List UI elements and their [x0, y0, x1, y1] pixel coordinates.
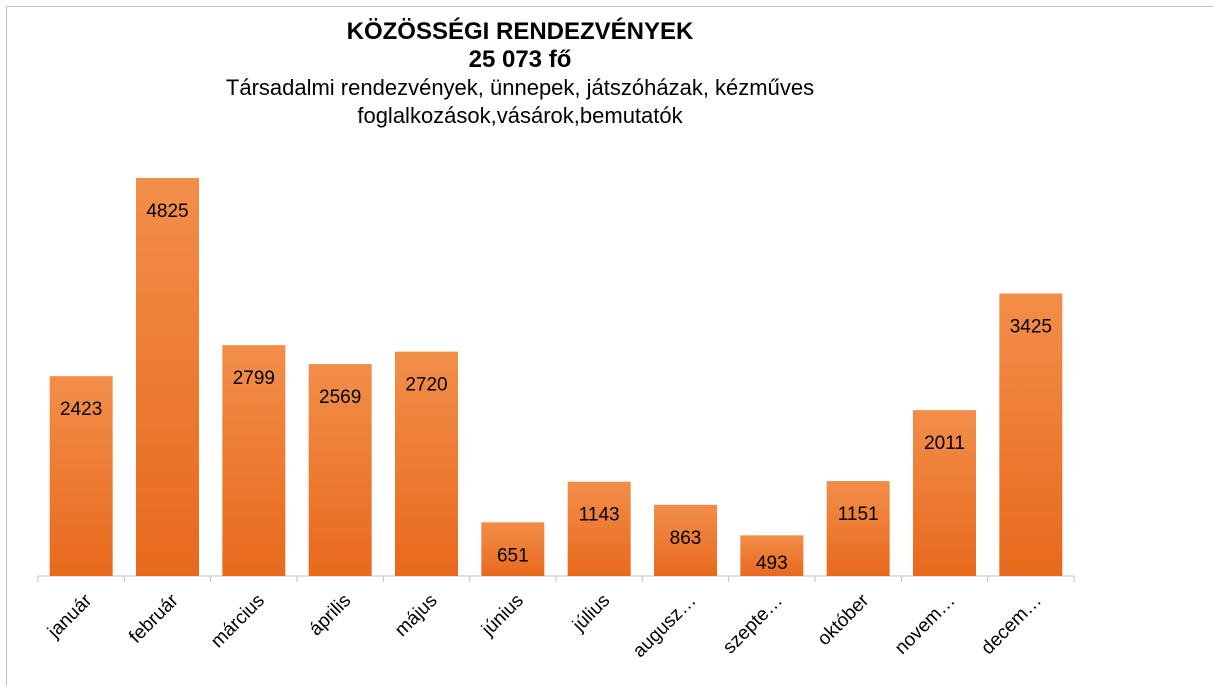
bar: [49, 376, 113, 576]
x-tick-label: január: [43, 590, 96, 643]
bar: [999, 293, 1063, 576]
x-tick-label: június: [477, 590, 528, 641]
chart-title: KÖZÖSSÉGI RENDEZVÉNYEK: [346, 18, 694, 45]
bar: [826, 481, 890, 576]
x-tick-label: február: [125, 590, 183, 648]
x-tick-label: július: [568, 590, 614, 636]
bar: [654, 504, 717, 576]
data-label: 651: [497, 545, 529, 566]
data-label: 2720: [405, 375, 447, 396]
x-tick-label: május: [391, 590, 442, 641]
chart-description: Társadalmi rendezvények, ünnepek, játszó…: [225, 75, 815, 128]
x-tick-label: augusz…: [629, 590, 701, 662]
bar: [308, 364, 372, 576]
bar: [222, 345, 286, 576]
x-tick-label: novem…: [891, 590, 960, 659]
bar: [395, 351, 458, 576]
x-tick-label: október: [814, 590, 874, 650]
bar: [567, 481, 631, 576]
frame: [6, 6, 1213, 686]
data-label: 3425: [1010, 316, 1052, 337]
data-label: 2423: [60, 399, 102, 420]
data-label: 1143: [579, 505, 620, 526]
chart-subtitle: 25 073 fő: [468, 46, 572, 73]
data-label: 4825: [146, 201, 188, 222]
data-label: 2569: [319, 387, 361, 408]
x-tick-label: április: [305, 590, 355, 640]
bar: [913, 410, 976, 576]
bar: [136, 178, 199, 576]
x-tick-label: szepte…: [719, 590, 787, 658]
header: KÖZÖSSÉGI RENDEZVÉNYEK 25 073 fő Társada…: [120, 18, 920, 130]
bar: [481, 522, 545, 576]
bar: [740, 535, 804, 576]
data-label: 1151: [838, 504, 879, 525]
data-label: 863: [670, 528, 702, 549]
x-tick-label: decem…: [977, 590, 1046, 659]
data-label: 2011: [924, 433, 965, 454]
data-label: 2799: [233, 368, 275, 389]
data-label: 493: [756, 553, 788, 574]
x-tick-label: március: [207, 590, 269, 652]
